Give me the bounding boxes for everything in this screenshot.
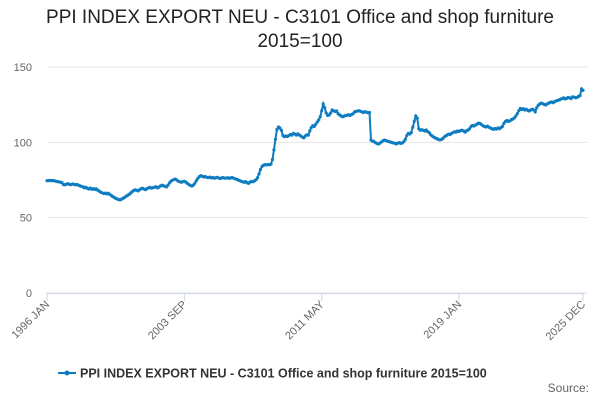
data-point — [279, 128, 284, 132]
data-point — [258, 167, 263, 172]
data-point — [257, 172, 261, 176]
legend-marker — [64, 370, 70, 376]
data-point — [269, 162, 273, 166]
data-point — [306, 133, 310, 137]
source-label: Source: — [548, 381, 589, 395]
data-point — [405, 133, 409, 138]
series-line — [46, 86, 584, 201]
data-point — [320, 109, 324, 113]
x-tick-label: 2019 JAN — [422, 299, 465, 342]
data-point — [415, 116, 419, 120]
legend-item: PPI INDEX EXPORT NEU - C3101 Office and … — [58, 367, 487, 381]
data-point — [427, 130, 431, 135]
data-point — [270, 158, 275, 162]
data-point — [329, 111, 333, 115]
data-point — [273, 137, 278, 141]
data-point — [314, 122, 318, 126]
data-point — [411, 125, 415, 129]
y-tick-label: 50 — [20, 213, 32, 225]
data-point — [403, 137, 407, 141]
data-point — [317, 118, 321, 122]
data-point — [318, 115, 322, 119]
data-point — [500, 124, 504, 129]
x-tick-label: 2025 DEC — [544, 299, 588, 343]
chart-title: PPI INDEX EXPORT NEU - C3101 Office and … — [46, 7, 554, 52]
data-point — [515, 112, 519, 116]
data-point — [308, 129, 312, 133]
data-point — [278, 126, 282, 130]
data-point — [409, 130, 413, 135]
data-point — [578, 94, 582, 98]
data-point — [193, 181, 197, 185]
y-tick-label: 100 — [14, 137, 32, 149]
data-point — [467, 127, 472, 131]
data-point — [535, 106, 539, 110]
legend-label: PPI INDEX EXPORT NEU - C3101 Office and … — [80, 367, 487, 381]
data-point — [323, 106, 327, 110]
data-point — [517, 109, 521, 113]
data-point — [581, 88, 585, 92]
data-point — [194, 179, 198, 183]
y-tick-label: 0 — [26, 288, 32, 300]
x-tick-label: 2003 SEP — [146, 299, 190, 343]
y-tick-label: 150 — [14, 62, 32, 74]
data-point — [166, 183, 170, 187]
data-point — [402, 139, 406, 144]
data-point — [272, 148, 276, 152]
data-point — [514, 114, 518, 118]
data-point — [367, 110, 372, 115]
data-point — [414, 114, 418, 118]
data-point — [412, 119, 416, 123]
data-point — [324, 111, 328, 115]
data-point — [533, 110, 537, 114]
x-tick-label: 2011 MAY — [283, 298, 327, 342]
data-point — [321, 102, 325, 106]
data-point — [255, 176, 260, 180]
data-point — [312, 124, 316, 129]
data-point — [335, 109, 339, 113]
data-point — [275, 127, 279, 132]
x-tick-label: 1996 JAN — [9, 299, 52, 342]
